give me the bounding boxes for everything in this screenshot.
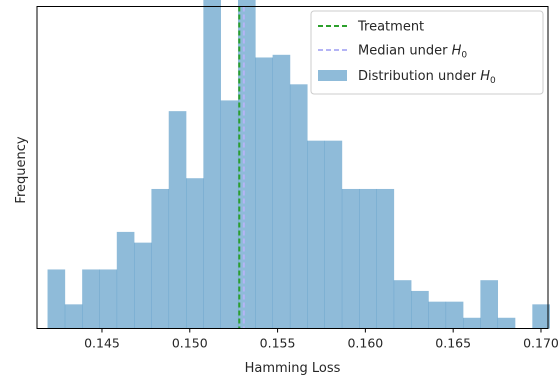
histogram-bar xyxy=(411,290,429,329)
legend-entry-distribution: Distribution under H0 xyxy=(318,69,496,86)
histogram-bar xyxy=(497,317,516,329)
y-axis-label: Frequency xyxy=(14,136,29,203)
histogram-bar xyxy=(64,304,83,329)
legend-treatment-label: Treatment xyxy=(357,20,424,35)
legend-distribution-swatch xyxy=(318,70,347,81)
histogram-bar xyxy=(480,280,499,329)
histogram-bar xyxy=(203,0,221,329)
histogram-bar xyxy=(289,84,308,329)
histogram-bar xyxy=(359,188,377,329)
histogram-bar xyxy=(255,57,273,329)
histogram-bar xyxy=(428,301,447,329)
legend-distribution-label: Distribution under H0 xyxy=(358,69,496,86)
legend-entry-median: Median under H0 xyxy=(318,44,467,61)
histogram-bar xyxy=(47,269,66,329)
x-tick-label: 0.170 xyxy=(523,336,559,351)
legend-entry-treatment: Treatment xyxy=(318,20,424,35)
legend: Treatment Median under H0 Distribution u… xyxy=(310,10,544,95)
histogram-bar xyxy=(272,54,291,329)
histogram-bar xyxy=(186,178,204,329)
x-axis-ticks: 0.145 0.150 0.155 0.160 0.165 0.170 xyxy=(84,328,559,351)
histogram-bar xyxy=(463,317,481,329)
x-tick-label: 0.145 xyxy=(84,336,120,351)
x-tick-label: 0.150 xyxy=(172,336,208,351)
histogram-bar xyxy=(116,231,135,329)
histogram-bar xyxy=(82,269,100,329)
x-tick-label: 0.165 xyxy=(435,336,471,351)
x-tick-label: 0.155 xyxy=(260,336,296,351)
histogram-bar xyxy=(532,304,550,329)
histogram-bar xyxy=(393,280,412,329)
histogram-bar xyxy=(168,111,187,329)
legend-median-label: Median under H0 xyxy=(358,44,467,61)
histogram-bars xyxy=(47,0,550,329)
histogram-bar xyxy=(151,188,170,329)
histogram-bar xyxy=(324,140,343,329)
histogram-bar xyxy=(99,269,118,329)
histogram-bar xyxy=(237,0,256,329)
histogram-bar xyxy=(341,188,360,329)
histogram-bar xyxy=(376,188,395,329)
plot-frame xyxy=(36,6,549,329)
histogram-bar xyxy=(134,242,152,329)
legend-box xyxy=(310,10,544,95)
histogram-bar xyxy=(445,301,464,329)
histogram-bar xyxy=(307,140,325,329)
reference-lines xyxy=(238,6,245,329)
x-tick-label: 0.160 xyxy=(347,336,383,351)
x-axis-label: Hamming Loss xyxy=(245,361,341,376)
histogram-bar xyxy=(220,100,239,329)
